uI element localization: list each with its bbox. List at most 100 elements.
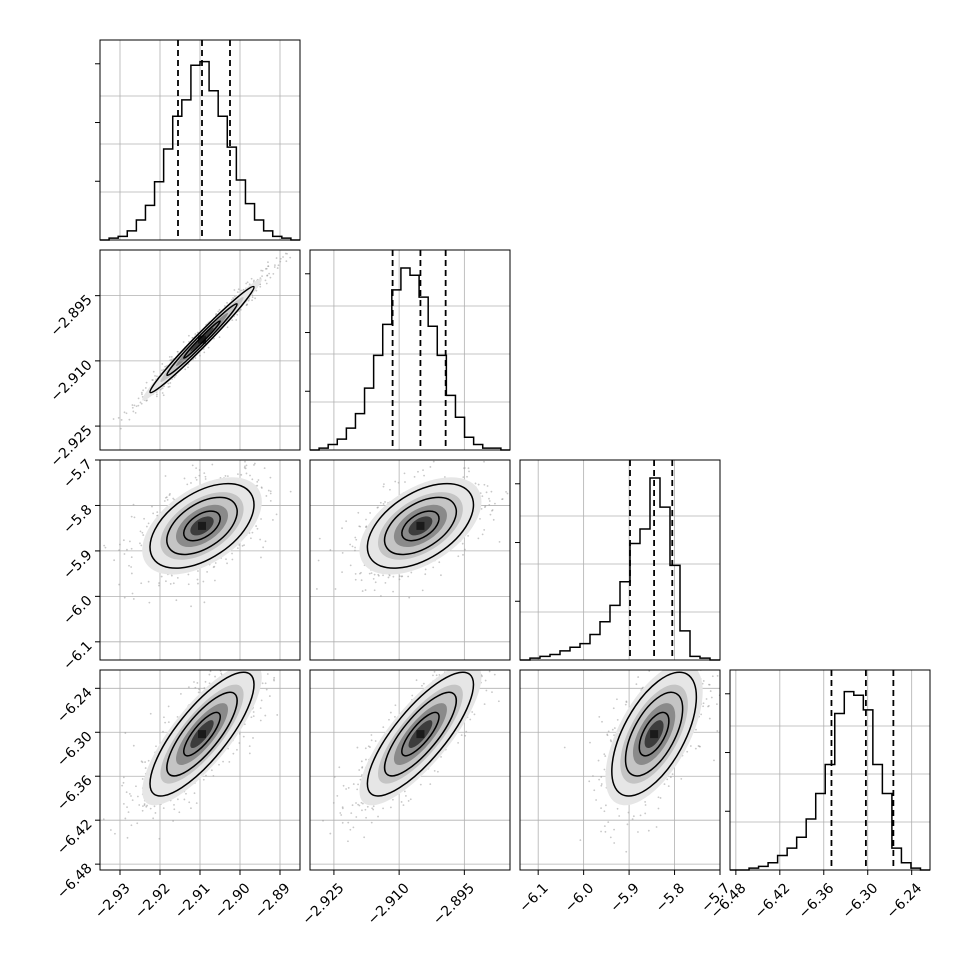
scatter-point xyxy=(716,730,719,732)
scatter-point xyxy=(198,474,201,477)
scatter-point xyxy=(278,634,280,636)
scatter-point xyxy=(388,574,391,577)
scatter-point xyxy=(248,745,251,748)
scatter-point xyxy=(440,574,442,577)
scatter-point xyxy=(156,375,158,378)
scatter-point xyxy=(447,667,449,669)
scatter-point xyxy=(147,522,150,525)
scatter-point xyxy=(253,464,255,466)
scatter-point xyxy=(249,648,251,650)
scatter-point xyxy=(663,783,666,785)
scatter-point xyxy=(187,686,190,689)
scatter-point xyxy=(369,512,371,514)
scatter-point xyxy=(483,529,486,531)
scatter-point xyxy=(669,662,671,664)
scatter-point xyxy=(236,291,239,294)
scatter-point xyxy=(707,704,710,707)
scatter-point xyxy=(616,807,619,810)
scatter-point xyxy=(464,734,467,737)
scatter-point xyxy=(322,819,324,822)
scatter-point xyxy=(588,780,591,783)
scatter-point xyxy=(366,805,369,808)
scatter-point xyxy=(265,495,268,497)
scatter-point xyxy=(261,452,263,454)
scatter-point xyxy=(438,674,441,676)
scatter-point xyxy=(119,427,122,430)
scatter-point xyxy=(286,252,288,255)
scatter-point xyxy=(135,405,138,408)
scatter-point xyxy=(102,818,105,821)
scatter-point xyxy=(140,402,143,405)
scatter-point xyxy=(488,670,491,673)
scatter-point xyxy=(466,475,468,478)
scatter-point xyxy=(483,618,485,620)
histogram-p2 xyxy=(520,477,720,661)
scatter-point xyxy=(469,718,472,721)
scatter-point xyxy=(377,815,379,818)
scatter-point xyxy=(144,387,147,389)
scatter-point xyxy=(167,721,170,724)
panel-frame xyxy=(99,459,301,661)
scatter-point xyxy=(601,720,603,723)
scatter-point xyxy=(240,289,243,292)
scatter-point xyxy=(214,562,217,564)
scatter-point xyxy=(490,643,492,645)
scatter-point xyxy=(140,582,143,585)
scatter-point xyxy=(268,272,271,275)
scatter-point xyxy=(249,624,251,626)
scatter-point xyxy=(255,525,258,527)
scatter-point xyxy=(485,491,488,494)
scatter-point xyxy=(264,682,267,685)
scatter-point xyxy=(168,356,171,358)
scatter-point xyxy=(702,705,705,708)
scatter-point xyxy=(273,653,275,655)
scatter-point xyxy=(197,570,199,572)
scatter-point xyxy=(514,651,516,653)
scatter-point xyxy=(363,836,366,839)
scatter-point xyxy=(269,276,272,279)
scatter-point xyxy=(411,694,414,697)
scatter-point xyxy=(686,656,688,658)
scatter-point xyxy=(433,769,436,772)
scatter-point xyxy=(457,741,460,744)
scatter-point xyxy=(205,774,207,777)
scatter-point xyxy=(433,670,436,673)
scatter-point xyxy=(704,667,706,669)
scatter-point xyxy=(644,801,647,803)
scatter-point xyxy=(262,649,264,651)
scatter-point xyxy=(245,472,248,475)
scatter-point xyxy=(291,627,293,629)
scatter-point xyxy=(705,698,708,700)
scatter-point xyxy=(136,795,139,798)
density-peak xyxy=(416,730,425,739)
scatter-point xyxy=(483,483,486,486)
contour-level-0 xyxy=(149,671,255,797)
scatter-point xyxy=(132,410,135,413)
scatter-point xyxy=(204,475,207,478)
scatter-point xyxy=(479,517,481,520)
panel-content xyxy=(310,618,516,870)
scatter-point xyxy=(740,688,742,690)
scatter-point xyxy=(637,676,640,678)
scatter-point xyxy=(479,492,482,494)
scatter-point xyxy=(347,840,349,843)
scatter-point xyxy=(702,680,705,682)
scatter-point xyxy=(389,806,392,809)
scatter-point xyxy=(604,804,607,807)
scatter-point xyxy=(237,473,239,476)
panel-p0-p2 xyxy=(99,452,301,661)
scatter-point xyxy=(256,663,258,665)
scatter-point xyxy=(727,681,729,683)
scatter-point xyxy=(131,592,134,595)
scatter-point xyxy=(400,801,403,803)
scatter-point xyxy=(112,418,115,420)
scatter-point xyxy=(226,301,228,304)
scatter-point xyxy=(251,299,253,302)
scatter-point xyxy=(142,389,145,392)
scatter-point xyxy=(238,742,241,744)
scatter-point xyxy=(277,264,280,267)
scatter-point xyxy=(341,571,343,573)
scatter-point xyxy=(336,794,339,797)
scatter-point xyxy=(655,826,658,828)
scatter-point xyxy=(467,658,469,660)
